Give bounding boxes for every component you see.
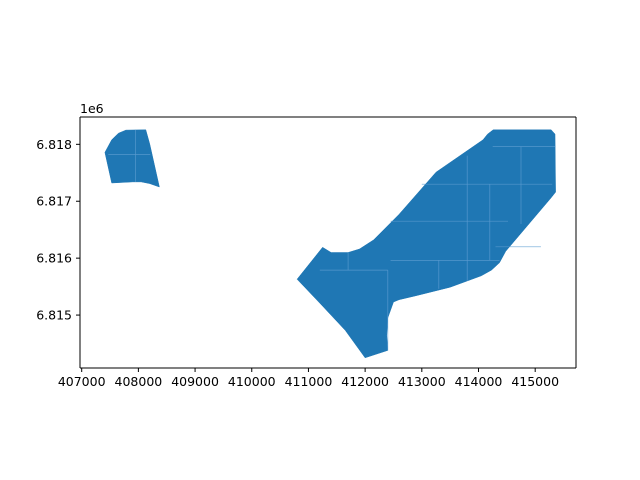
polygons-layer xyxy=(105,130,556,358)
x-tick-label: 412000 xyxy=(341,374,389,389)
x-tick-label: 413000 xyxy=(398,374,446,389)
x-ticks: 407000 408000 409000 410000 411000 412000 4130… xyxy=(58,368,559,389)
x-tick-label: 408000 xyxy=(115,374,163,389)
y-offset-label: 1e6 xyxy=(80,101,104,116)
y-tick-label: 6.816 xyxy=(36,251,72,266)
x-tick-label: 410000 xyxy=(228,374,276,389)
y-ticks: 6.815 6.816 6.817 6.818 xyxy=(36,137,80,323)
y-tick-label: 6.815 xyxy=(36,308,72,323)
y-tick-label: 6.818 xyxy=(36,137,72,152)
x-tick-label: 407000 xyxy=(58,374,106,389)
polygon-east xyxy=(297,130,555,358)
x-tick-label: 411000 xyxy=(285,374,333,389)
polygon-west xyxy=(105,130,159,187)
x-tick-label: 415000 xyxy=(511,374,559,389)
x-tick-label: 409000 xyxy=(171,374,219,389)
y-tick-label: 6.817 xyxy=(36,194,72,209)
x-tick-label: 414000 xyxy=(455,374,503,389)
